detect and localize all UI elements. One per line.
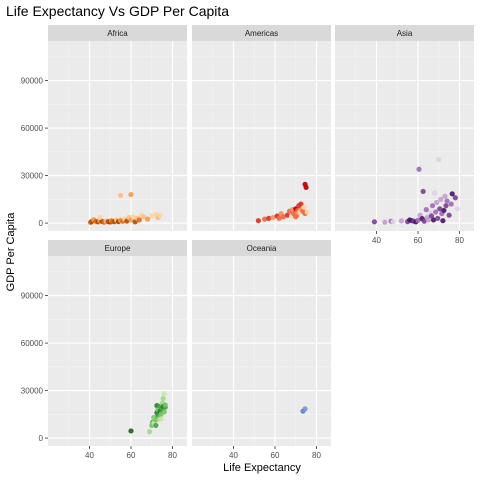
y-tick-label: 30000 xyxy=(21,387,44,396)
data-point xyxy=(437,206,443,212)
data-point xyxy=(140,214,147,220)
data-point xyxy=(304,209,310,215)
data-point xyxy=(431,190,438,196)
data-point xyxy=(128,428,134,434)
data-point xyxy=(428,213,435,219)
data-point xyxy=(442,193,448,199)
x-tick-label: 40 xyxy=(372,236,381,245)
facet-strip xyxy=(335,25,474,41)
x-tick-label: 40 xyxy=(229,451,238,460)
data-point xyxy=(280,214,286,220)
data-point xyxy=(147,429,153,435)
facet-label: Europe xyxy=(105,244,131,253)
x-tick-label: 40 xyxy=(85,451,94,460)
facet-label: Oceania xyxy=(247,244,277,253)
y-axis-title: GDP Per Capita xyxy=(5,212,17,292)
data-point xyxy=(449,191,455,197)
y-tick-label: 30000 xyxy=(21,172,44,181)
data-point xyxy=(420,188,426,195)
facet-americas: Americas xyxy=(192,25,331,231)
x-axis-title: Life Expectancy xyxy=(223,462,301,474)
y-tick-label: 0 xyxy=(39,434,44,443)
facet-label: Americas xyxy=(245,29,278,38)
data-point xyxy=(161,409,167,415)
data-point xyxy=(425,217,431,223)
data-point xyxy=(301,204,307,210)
chart-title: Life Expectancy Vs GDP Per Capita xyxy=(6,3,229,19)
facet-label: Africa xyxy=(107,29,128,38)
data-point xyxy=(298,201,304,207)
data-point xyxy=(97,214,103,221)
data-point xyxy=(128,191,134,198)
data-point xyxy=(160,395,166,402)
data-point xyxy=(448,201,454,207)
data-point xyxy=(444,198,450,204)
data-point xyxy=(136,217,142,223)
data-point xyxy=(421,218,427,224)
data-point xyxy=(144,216,151,222)
data-point xyxy=(430,217,437,223)
data-point xyxy=(302,406,308,412)
x-tick-label: 80 xyxy=(455,236,464,245)
data-point xyxy=(130,214,136,220)
data-point xyxy=(429,203,436,209)
data-point xyxy=(118,192,124,198)
data-point xyxy=(390,219,396,225)
data-point xyxy=(441,207,447,214)
x-tick-label: 80 xyxy=(312,451,321,460)
data-point xyxy=(443,203,449,209)
data-point xyxy=(153,422,159,429)
x-tick-label: 60 xyxy=(414,236,423,245)
data-point xyxy=(303,184,309,191)
data-point xyxy=(435,215,441,221)
data-point xyxy=(398,218,404,224)
x-tick-label: 60 xyxy=(271,451,280,460)
data-point xyxy=(161,391,167,397)
facet-africa: Africa 0 30000 60000 90000 xyxy=(21,25,187,231)
data-point xyxy=(446,212,452,218)
data-point xyxy=(438,196,444,202)
data-point xyxy=(436,157,442,163)
data-point xyxy=(149,213,155,219)
data-point xyxy=(415,217,421,223)
data-point xyxy=(433,209,439,215)
data-point xyxy=(293,214,299,220)
data-point xyxy=(276,215,282,221)
data-point xyxy=(158,416,164,422)
data-point xyxy=(423,207,429,213)
data-point xyxy=(440,218,446,224)
x-tick-label: 80 xyxy=(168,451,177,460)
y-tick-label: 0 xyxy=(39,219,44,228)
y-tick-label: 60000 xyxy=(21,339,44,348)
data-point xyxy=(284,212,291,218)
facet-strip xyxy=(192,25,331,41)
data-point xyxy=(416,166,422,172)
data-point xyxy=(434,199,440,206)
facet-asia: Asia 40 60 80 xyxy=(335,25,474,245)
y-tick-label: 60000 xyxy=(21,124,44,133)
data-point xyxy=(255,218,261,224)
data-point xyxy=(382,219,388,225)
data-point xyxy=(454,206,460,212)
facet-strip xyxy=(192,240,331,256)
y-tick-label: 90000 xyxy=(21,292,44,301)
y-tick-label: 90000 xyxy=(21,77,44,86)
data-point xyxy=(266,215,272,221)
data-point xyxy=(262,216,268,222)
facet-strip xyxy=(48,240,187,256)
data-point xyxy=(371,219,378,225)
data-point xyxy=(452,195,458,201)
data-point xyxy=(162,402,168,408)
data-point xyxy=(270,214,276,221)
facet-label: Asia xyxy=(397,29,413,38)
facet-oceania: Oceania 40 60 80 xyxy=(192,240,331,460)
data-point xyxy=(157,212,163,219)
facet-panels: Africa 0 30000 60000 90000 Americas Asia 40 60 80… xyxy=(21,25,474,460)
x-tick-label: 60 xyxy=(127,451,136,460)
facet-europe: Europe 0 30000 60000 90000 40 60 80 xyxy=(21,240,187,460)
facet-strip xyxy=(48,25,187,41)
